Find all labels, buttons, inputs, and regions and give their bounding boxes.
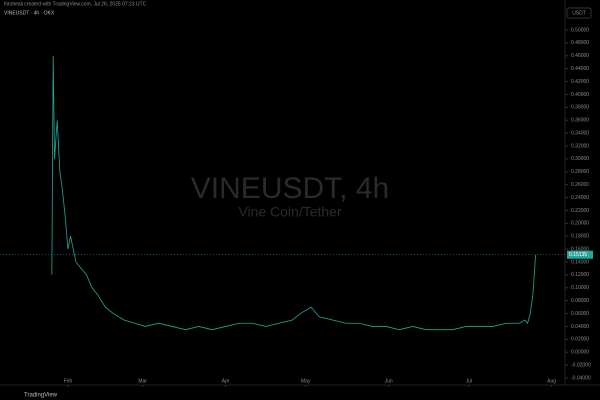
x-tick-label: Aug [547, 378, 556, 384]
y-tick-label: -0.04000 [571, 375, 591, 381]
y-tick-label: 0.34000 [571, 130, 589, 136]
y-tick-label: 0.16000 [571, 246, 589, 252]
y-tick-label: 0.50000 [571, 27, 589, 33]
current-price-label: 0.15135 [569, 252, 587, 258]
y-tick-label: 0.40000 [571, 92, 589, 98]
y-tick-label: 0.32000 [571, 143, 589, 149]
y-tick-label: 0.28000 [571, 169, 589, 175]
y-tick-label: 0.42000 [571, 79, 589, 85]
y-tick-label: 0.08000 [571, 298, 589, 304]
y-tick-label: -0.02000 [571, 362, 591, 368]
x-tick-label: Mar [138, 378, 147, 384]
y-tick-label: 0.06000 [571, 311, 589, 317]
y-tick-label: 0.48000 [571, 40, 589, 46]
currency[interactable]: USDT [572, 10, 586, 16]
x-tick-label: May [301, 378, 311, 384]
symbol: VINEUSDT · 4h · OKX [4, 10, 55, 16]
header: fotoheali created with TradingView.com, … [4, 1, 147, 7]
y-tick-label: 0.36000 [571, 118, 589, 124]
x-tick-label: Jul [466, 378, 472, 384]
watermark-subtitle: Vine Coin/Tether [238, 204, 342, 220]
y-tick-label: 0.20000 [571, 221, 589, 227]
y-tick-label: 0.30000 [571, 156, 589, 162]
x-tick-label: Jun [385, 378, 393, 384]
watermark: VINEUSDT, 4h [191, 172, 389, 205]
current-price-box [567, 250, 593, 259]
y-tick-label: 0.04000 [571, 324, 589, 330]
y-tick-label: 0.22000 [571, 208, 589, 214]
y-tick-label: 0.24000 [571, 195, 589, 201]
x-tick-label: Feb [64, 378, 73, 384]
y-tick-label: 0.14000 [571, 259, 589, 265]
price-line [51, 55, 537, 331]
y-tick-label: 0.44000 [571, 66, 589, 72]
y-tick-label: 0.02000 [571, 337, 589, 343]
brand: TradingView [24, 393, 58, 399]
y-tick-label: 0.12000 [571, 272, 589, 278]
y-tick-label: 0.10000 [571, 285, 589, 291]
currency-box[interactable] [566, 7, 592, 19]
y-tick-label: 0.46000 [571, 53, 589, 59]
y-tick-label: 0.18000 [571, 234, 589, 240]
y-tick-label: 0.38000 [571, 105, 589, 111]
x-tick-label: Apr [222, 378, 230, 384]
y-tick-label: 0.26000 [571, 182, 589, 188]
y-tick-label: 0.00000 [571, 350, 589, 356]
